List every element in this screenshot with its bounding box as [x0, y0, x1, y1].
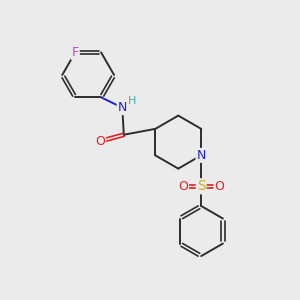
- Text: N: N: [196, 149, 206, 162]
- Text: S: S: [197, 179, 206, 193]
- Text: N: N: [118, 101, 127, 114]
- Text: H: H: [128, 96, 136, 106]
- Text: O: O: [95, 135, 105, 148]
- Text: F: F: [72, 46, 79, 59]
- Text: O: O: [178, 180, 188, 193]
- Text: O: O: [214, 180, 224, 193]
